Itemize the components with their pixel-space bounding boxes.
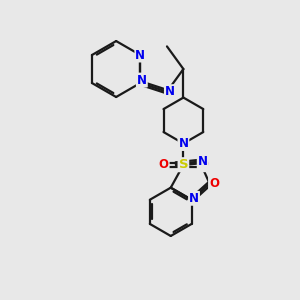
Text: N: N (178, 137, 188, 150)
Text: N: N (137, 74, 147, 87)
Text: N: N (135, 49, 146, 62)
Text: N: N (165, 85, 175, 98)
Text: N: N (189, 192, 199, 205)
Text: N: N (198, 155, 208, 168)
Text: O: O (209, 177, 219, 190)
Text: O: O (159, 158, 169, 171)
Text: S: S (178, 158, 188, 171)
Text: O: O (198, 158, 208, 171)
